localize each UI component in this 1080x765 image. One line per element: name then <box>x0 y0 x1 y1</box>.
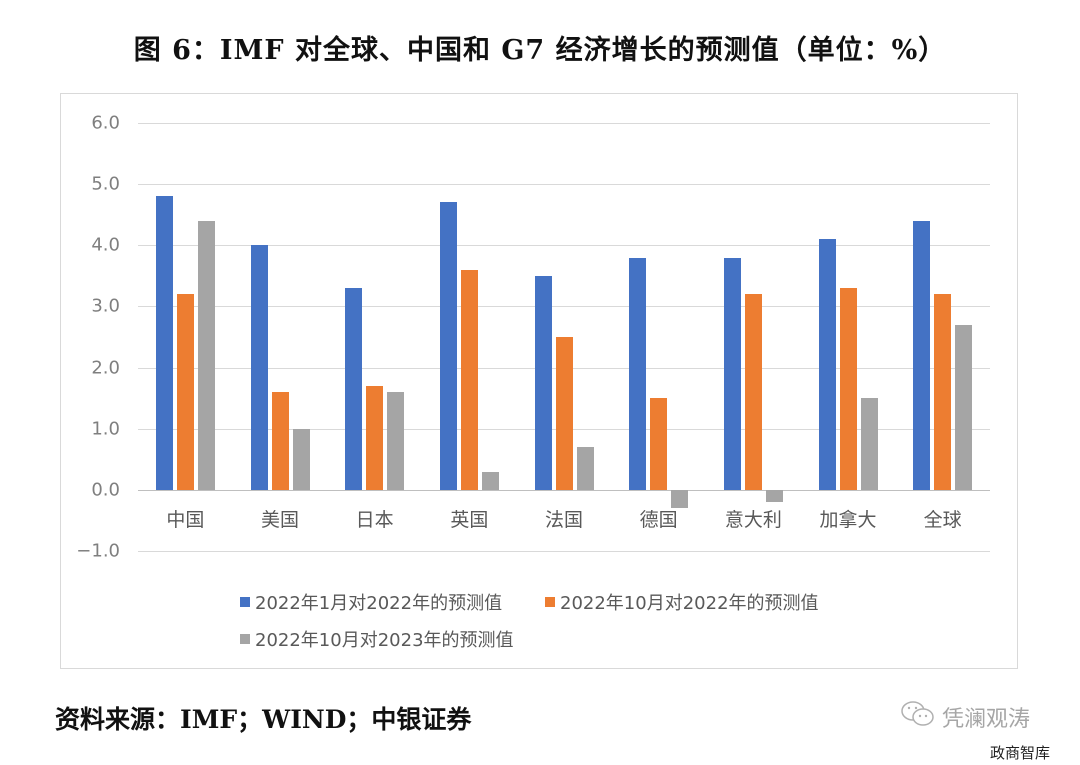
corner-watermark: 政商智库 <box>990 744 1051 762</box>
y-tick-label: 0.0 <box>91 479 120 501</box>
bar <box>860 398 878 490</box>
bar <box>271 392 289 490</box>
y-tick-label: 3.0 <box>91 295 120 317</box>
bar <box>176 294 194 490</box>
bar <box>671 489 689 509</box>
bar <box>576 447 594 490</box>
x-tick-label: 中国 <box>166 509 205 531</box>
bar <box>197 220 215 490</box>
y-tick-label: 6.0 <box>91 112 120 134</box>
x-tick-label: 美国 <box>260 509 300 531</box>
y-tick-label: 5.0 <box>91 173 120 195</box>
gridline <box>138 245 990 247</box>
x-tick-label: 日本 <box>355 509 394 531</box>
x-tick-label: 德国 <box>639 509 678 531</box>
bar <box>439 202 457 490</box>
legend-swatch <box>545 597 555 607</box>
bar <box>955 324 973 490</box>
bar <box>387 392 405 490</box>
bar <box>723 257 741 490</box>
legend-swatch <box>240 597 250 607</box>
gridline <box>138 123 990 124</box>
bar <box>555 337 573 490</box>
x-tick-label: 加拿大 <box>819 509 877 531</box>
bar <box>155 196 173 490</box>
bar <box>345 288 363 490</box>
watermark: 凭澜观涛 <box>900 700 1030 734</box>
y-tick-label: 2.0 <box>91 357 120 379</box>
bar <box>629 257 647 490</box>
bar <box>765 489 783 503</box>
figure-title: 图 6：IMF 对全球、中国和 G7 经济增长的预测值（单位：%） <box>133 35 947 66</box>
legend-label: 2022年1月对2022年的预测值 <box>255 593 503 614</box>
bar <box>934 294 952 490</box>
x-tick-label: 法国 <box>544 509 584 531</box>
bar <box>534 275 552 490</box>
legend-item: 2022年10月对2023年的预测值 <box>240 626 514 652</box>
gridline <box>138 551 990 552</box>
plot-area <box>138 123 990 552</box>
y-tick-label: 4.0 <box>91 234 120 256</box>
bar <box>292 428 310 490</box>
x-tick-label: 意大利 <box>724 509 782 531</box>
watermark-brand: 凭澜观涛 <box>942 707 1031 732</box>
wechat-icon <box>900 700 936 734</box>
x-tick-label: 英国 <box>450 509 489 531</box>
gridline <box>138 489 990 491</box>
source-note: 资料来源：IMF；WIND；中银证券 <box>55 705 472 734</box>
legend-label: 2022年10月对2023年的预测值 <box>255 630 514 651</box>
bar <box>913 220 931 490</box>
bar <box>839 288 857 490</box>
bar <box>460 269 478 490</box>
legend-item: 2022年10月对2022年的预测值 <box>545 589 819 615</box>
y-tick-label: 1.0 <box>91 418 120 440</box>
bar <box>744 294 762 490</box>
bar <box>366 385 384 490</box>
x-tick-label: 全球 <box>923 509 962 531</box>
bar <box>250 245 268 490</box>
legend-item: 2022年1月对2022年的预测值 <box>240 589 502 615</box>
bar <box>481 471 499 490</box>
bar <box>650 398 668 490</box>
y-tick-label: −1.0 <box>76 540 120 562</box>
gridline <box>138 184 990 186</box>
legend-label: 2022年10月对2022年的预测值 <box>560 593 819 614</box>
bar <box>818 239 836 490</box>
gridline <box>138 306 990 308</box>
legend-swatch <box>240 634 250 644</box>
